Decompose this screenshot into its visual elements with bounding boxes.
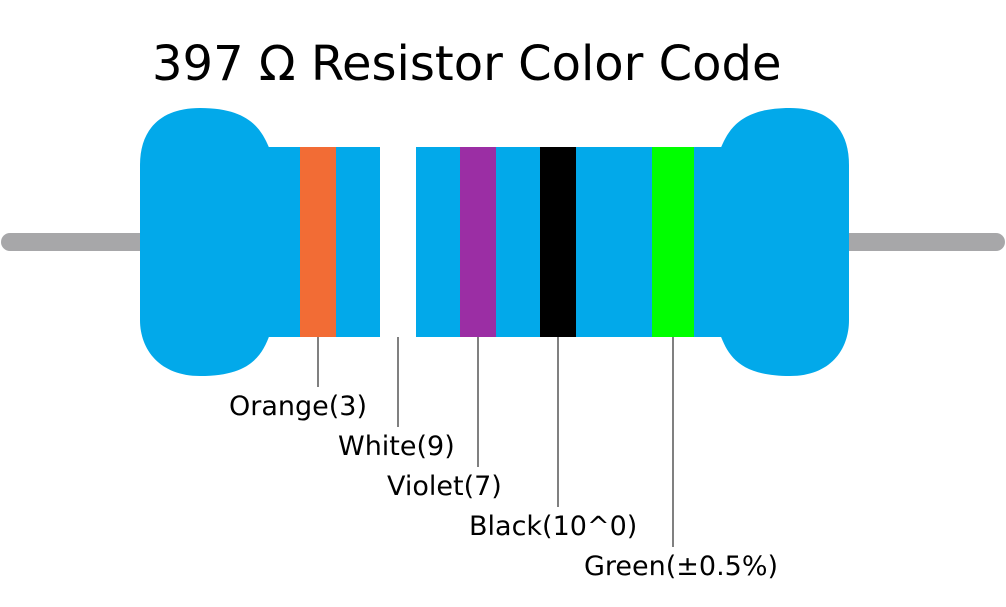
color-band: [540, 147, 576, 337]
color-band: [300, 147, 336, 337]
title: 397 Ω Resistor Color Code: [152, 36, 782, 92]
color-band: [652, 147, 694, 337]
band-label: Orange(3): [229, 391, 367, 422]
band-label: Violet(7): [387, 471, 502, 502]
left-cap: [140, 108, 270, 376]
right-cap: [720, 108, 849, 376]
bands: Orange(3) White(9) Violet(7) Black(10^0) Gre…: [229, 147, 778, 582]
color-band: [460, 147, 496, 337]
color-band: [380, 147, 416, 337]
band-label: Green(±0.5%): [584, 551, 778, 582]
band-label: White(9): [338, 431, 455, 462]
band-label: Black(10^0): [469, 511, 637, 542]
